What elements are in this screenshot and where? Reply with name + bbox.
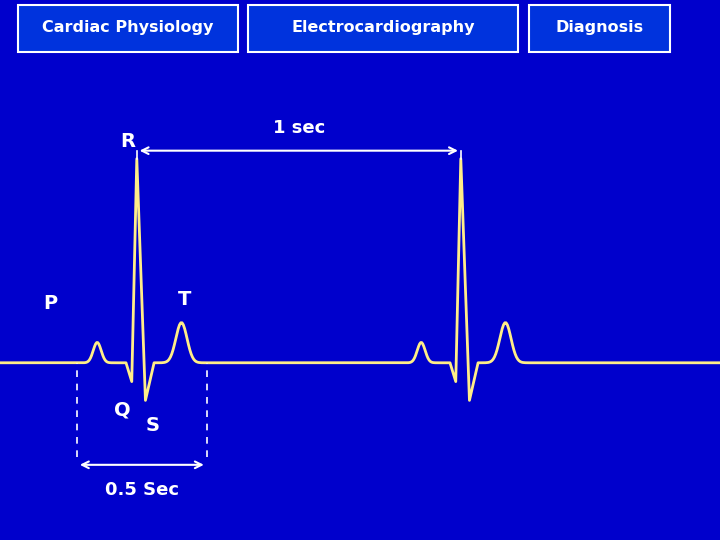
Bar [248,4,518,52]
Text: P: P [43,294,58,313]
Text: 1 sec: 1 sec [273,119,325,137]
Text: Electrocardiography: Electrocardiography [292,20,475,35]
Bar [18,4,238,52]
Text: R: R [121,132,135,151]
Text: T: T [179,290,192,309]
Text: Cardiac Physiology: Cardiac Physiology [42,20,214,35]
Text: 0.5 Sec: 0.5 Sec [105,481,179,499]
Text: Diagnosis: Diagnosis [555,20,644,35]
Text: S: S [145,416,160,435]
Text: Q: Q [114,400,131,420]
Bar [529,4,670,52]
